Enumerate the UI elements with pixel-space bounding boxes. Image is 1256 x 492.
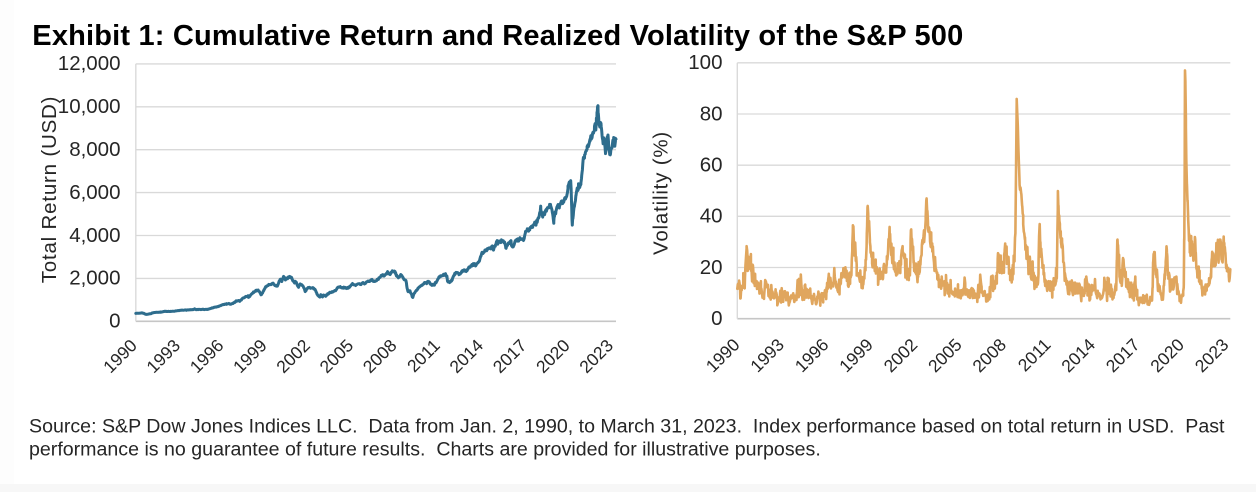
- svg-text:Source: S&P Dow Jones Indices: Source: S&P Dow Jones Indices LLC. Data …: [29, 416, 1225, 438]
- svg-text:Volatility (%): Volatility (%): [650, 131, 673, 255]
- svg-text:60: 60: [700, 154, 723, 177]
- svg-text:40: 40: [700, 205, 723, 228]
- svg-text:Total Return (USD): Total Return (USD): [38, 96, 61, 284]
- svg-text:0: 0: [711, 307, 722, 330]
- svg-text:8,000: 8,000: [69, 138, 120, 161]
- svg-text:12,000: 12,000: [58, 52, 121, 75]
- svg-text:100: 100: [688, 51, 722, 74]
- svg-text:4,000: 4,000: [69, 224, 120, 247]
- svg-text:2,000: 2,000: [69, 267, 120, 290]
- svg-text:0: 0: [109, 310, 120, 333]
- svg-text:6,000: 6,000: [69, 181, 120, 204]
- svg-text:Exhibit 1: Cumulative Return a: Exhibit 1: Cumulative Return and Realize…: [32, 20, 963, 52]
- svg-text:performance is no guarantee of: performance is no guarantee of future re…: [29, 439, 821, 461]
- svg-text:20: 20: [700, 256, 723, 279]
- svg-text:80: 80: [700, 102, 723, 125]
- svg-text:10,000: 10,000: [58, 95, 121, 118]
